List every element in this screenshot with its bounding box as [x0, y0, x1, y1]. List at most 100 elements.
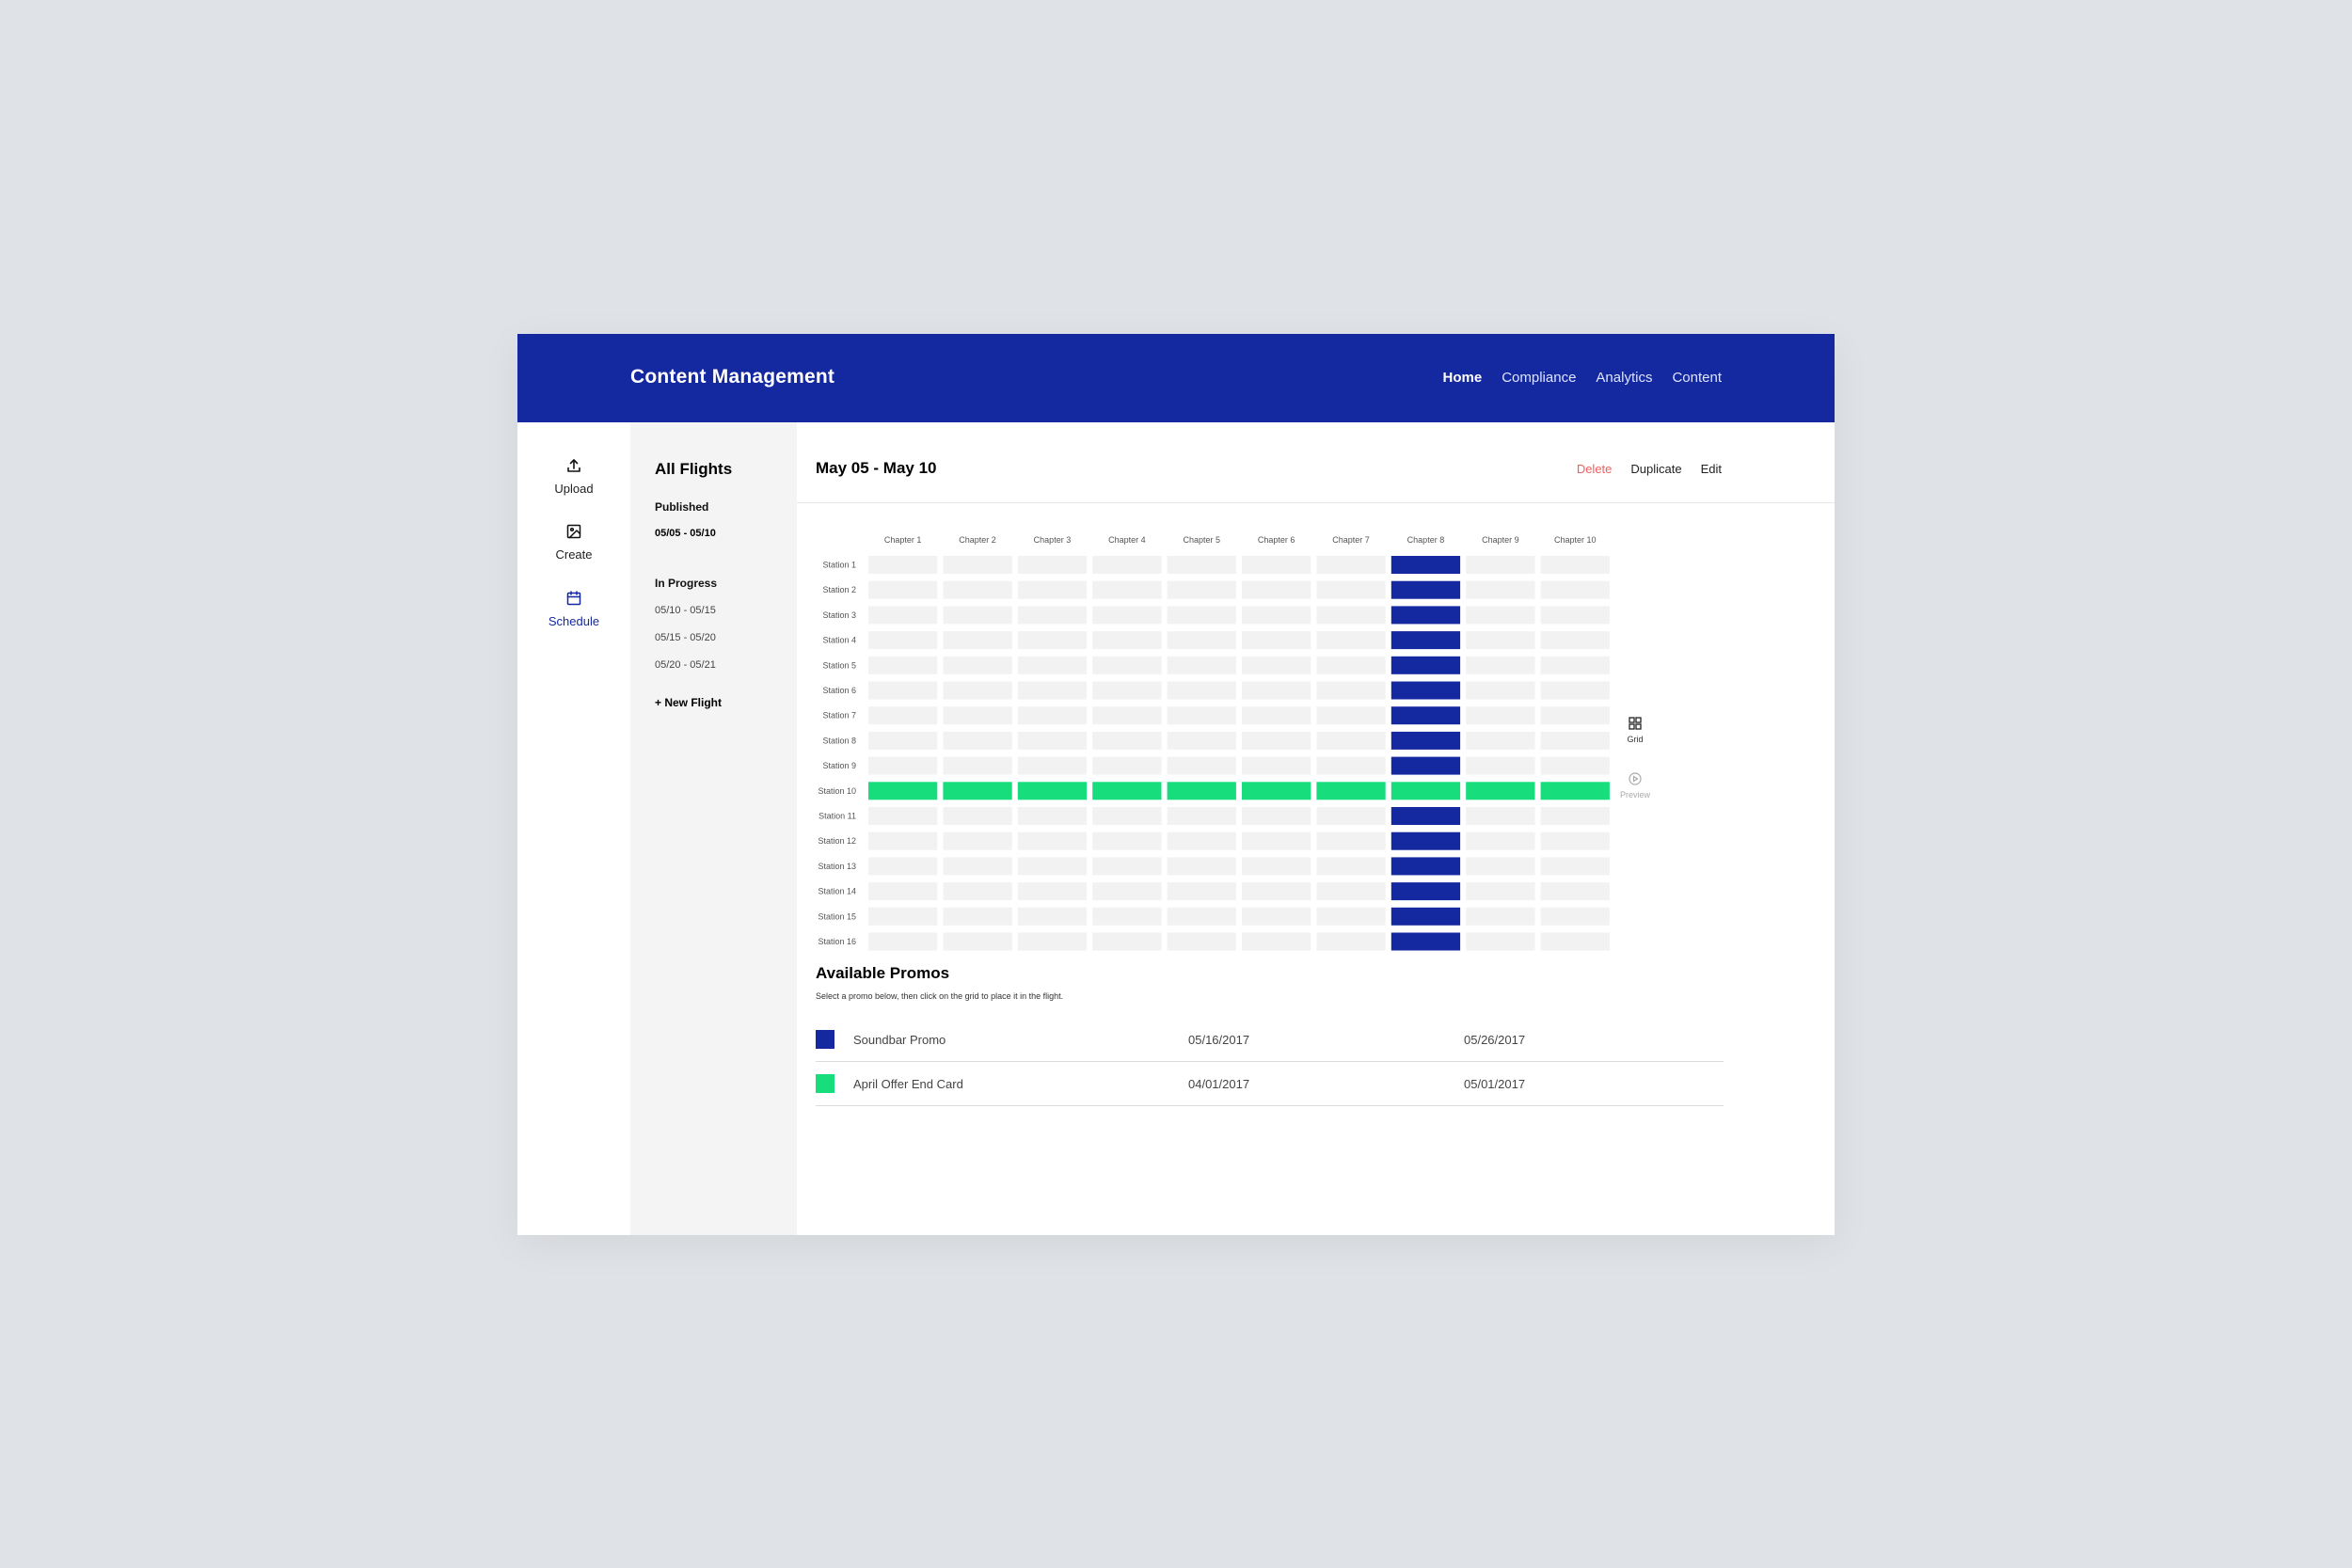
grid-cell-empty[interactable] [1167, 807, 1236, 825]
flight-item[interactable]: 05/10 - 05/15 [655, 605, 716, 616]
grid-cell-empty[interactable] [1316, 556, 1386, 574]
grid-cell-filled[interactable] [1391, 857, 1461, 876]
grid-cell-empty[interactable] [1017, 731, 1088, 750]
grid-cell-empty[interactable] [1167, 631, 1236, 650]
grid-cell-empty[interactable] [943, 606, 1012, 625]
grid-cell-empty[interactable] [1167, 857, 1236, 876]
grid-cell-empty[interactable] [1466, 606, 1535, 625]
grid-cell-empty[interactable] [1242, 580, 1311, 599]
grid-cell-empty[interactable] [1167, 580, 1236, 599]
flight-item[interactable]: 05/05 - 05/10 [655, 528, 716, 539]
grid-cell-empty[interactable] [1540, 882, 1610, 901]
grid-cell-filled[interactable] [943, 782, 1012, 800]
grid-cell-empty[interactable] [1092, 556, 1162, 574]
grid-cell-empty[interactable] [1316, 882, 1386, 901]
grid-cell-empty[interactable] [943, 656, 1012, 674]
grid-cell-empty[interactable] [1540, 807, 1610, 825]
grid-cell-empty[interactable] [1316, 832, 1386, 850]
grid-cell-filled[interactable] [1391, 882, 1461, 901]
grid-cell-filled[interactable] [1391, 631, 1461, 650]
grid-cell-empty[interactable] [943, 631, 1012, 650]
sidebar-item-create[interactable]: Create [517, 523, 630, 562]
promo-row-april-offer[interactable]: April Offer End Card 04/01/2017 05/01/20… [816, 1062, 1724, 1106]
grid-cell-empty[interactable] [868, 656, 938, 674]
grid-cell-empty[interactable] [1316, 932, 1386, 951]
flight-item[interactable]: 05/15 - 05/20 [655, 632, 716, 643]
grid-cell-empty[interactable] [1316, 681, 1386, 700]
grid-cell-empty[interactable] [1466, 580, 1535, 599]
grid-cell-empty[interactable] [868, 580, 938, 599]
grid-cell-empty[interactable] [1316, 631, 1386, 650]
grid-cell-empty[interactable] [1017, 556, 1088, 574]
grid-cell-empty[interactable] [1242, 882, 1311, 901]
grid-cell-empty[interactable] [1316, 656, 1386, 674]
nav-home[interactable]: Home [1442, 370, 1483, 386]
grid-cell-empty[interactable] [1540, 731, 1610, 750]
grid-cell-empty[interactable] [943, 580, 1012, 599]
grid-cell-empty[interactable] [868, 606, 938, 625]
grid-cell-empty[interactable] [1017, 756, 1088, 775]
grid-cell-empty[interactable] [1540, 580, 1610, 599]
grid-cell-empty[interactable] [1167, 606, 1236, 625]
edit-button[interactable]: Edit [1700, 462, 1722, 476]
grid-cell-empty[interactable] [1017, 832, 1088, 850]
grid-cell-empty[interactable] [1242, 932, 1311, 951]
grid-cell-empty[interactable] [1242, 832, 1311, 850]
grid-cell-empty[interactable] [1092, 631, 1162, 650]
grid-cell-empty[interactable] [1092, 656, 1162, 674]
grid-cell-filled[interactable] [1391, 706, 1461, 725]
grid-cell-empty[interactable] [1540, 832, 1610, 850]
grid-cell-empty[interactable] [1242, 556, 1311, 574]
grid-cell-empty[interactable] [1242, 706, 1311, 725]
grid-cell-empty[interactable] [1540, 907, 1610, 926]
grid-cell-empty[interactable] [1017, 580, 1088, 599]
sidebar-item-upload[interactable]: Upload [517, 457, 630, 496]
grid-cell-empty[interactable] [1092, 756, 1162, 775]
grid-cell-filled[interactable] [1391, 606, 1461, 625]
grid-cell-empty[interactable] [1092, 882, 1162, 901]
grid-cell-empty[interactable] [1092, 832, 1162, 850]
flight-item[interactable]: 05/20 - 05/21 [655, 659, 716, 671]
grid-cell-empty[interactable] [1466, 882, 1535, 901]
grid-cell-filled[interactable] [1391, 907, 1461, 926]
grid-cell-empty[interactable] [868, 807, 938, 825]
grid-cell-empty[interactable] [1466, 731, 1535, 750]
grid-cell-filled[interactable] [1466, 782, 1535, 800]
grid-cell-empty[interactable] [1092, 807, 1162, 825]
grid-cell-empty[interactable] [1540, 706, 1610, 725]
grid-cell-filled[interactable] [1316, 782, 1386, 800]
grid-cell-empty[interactable] [1466, 706, 1535, 725]
grid-cell-empty[interactable] [1540, 932, 1610, 951]
grid-cell-empty[interactable] [1242, 681, 1311, 700]
grid-cell-empty[interactable] [1092, 706, 1162, 725]
nav-analytics[interactable]: Analytics [1596, 370, 1653, 386]
grid-cell-empty[interactable] [943, 556, 1012, 574]
grid-cell-empty[interactable] [1540, 857, 1610, 876]
grid-cell-empty[interactable] [1017, 606, 1088, 625]
grid-cell-empty[interactable] [1540, 631, 1610, 650]
grid-cell-filled[interactable] [1092, 782, 1162, 800]
grid-cell-empty[interactable] [1466, 807, 1535, 825]
grid-cell-empty[interactable] [1017, 631, 1088, 650]
grid-cell-filled[interactable] [1391, 580, 1461, 599]
grid-cell-empty[interactable] [1316, 907, 1386, 926]
nav-compliance[interactable]: Compliance [1502, 370, 1577, 386]
grid-cell-empty[interactable] [1316, 857, 1386, 876]
grid-cell-empty[interactable] [1242, 857, 1311, 876]
grid-cell-empty[interactable] [1167, 832, 1236, 850]
grid-cell-empty[interactable] [943, 681, 1012, 700]
grid-cell-empty[interactable] [1242, 907, 1311, 926]
grid-cell-empty[interactable] [868, 556, 938, 574]
grid-cell-empty[interactable] [1466, 907, 1535, 926]
grid-cell-empty[interactable] [943, 882, 1012, 901]
grid-cell-filled[interactable] [1391, 807, 1461, 825]
grid-cell-empty[interactable] [868, 706, 938, 725]
grid-cell-empty[interactable] [1540, 556, 1610, 574]
grid-cell-empty[interactable] [1092, 907, 1162, 926]
schedule-grid[interactable]: Chapter 1 Chapter 2 Chapter 3 Chapter 4 Chap… [797, 503, 1625, 974]
grid-cell-empty[interactable] [868, 832, 938, 850]
grid-cell-empty[interactable] [1092, 932, 1162, 951]
grid-cell-empty[interactable] [1316, 807, 1386, 825]
grid-cell-empty[interactable] [1466, 832, 1535, 850]
grid-cell-filled[interactable] [1391, 932, 1461, 951]
